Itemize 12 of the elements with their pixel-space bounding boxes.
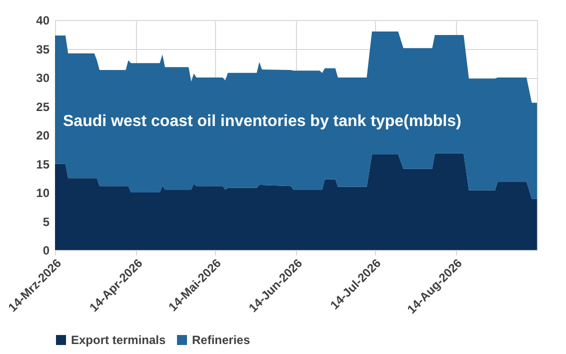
y-tick-label: 20 [36, 128, 50, 142]
y-tick-label: 10 [36, 186, 50, 200]
legend-label: Refineries [192, 333, 250, 347]
y-tick-label: 35 [36, 42, 50, 56]
legend-label: Export terminals [71, 333, 166, 347]
y-tick-label: 15 [36, 157, 50, 172]
y-tick-label: 25 [36, 100, 50, 114]
y-tick-label: 0 [42, 244, 50, 258]
y-tick-label: 40 [36, 14, 50, 28]
y-tick-label: 30 [36, 71, 50, 85]
y-tick-label: 5 [42, 214, 50, 229]
text: Saudi west coast oil inventories by tank type(mbbls) [63, 113, 462, 130]
